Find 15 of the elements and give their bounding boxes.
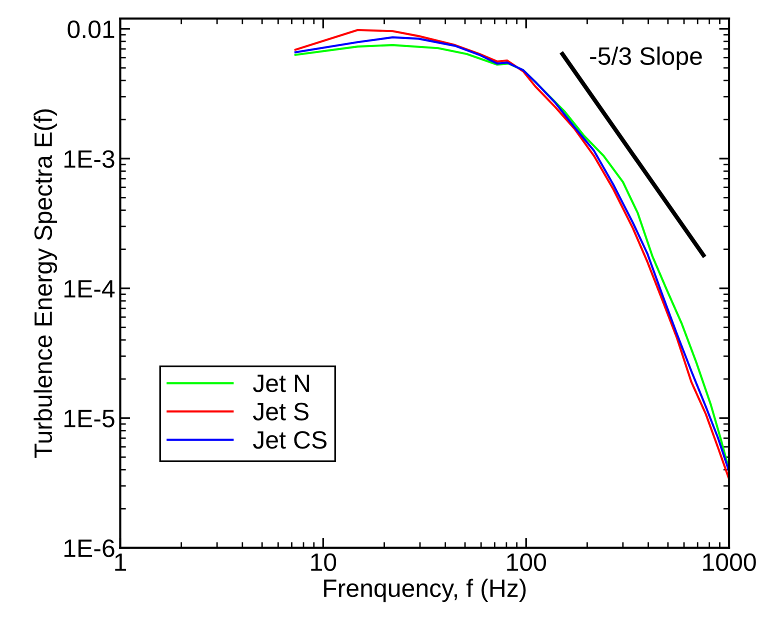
- annotation: -5/3 Slope: [590, 46, 702, 70]
- x-tick-label: 1: [115, 554, 126, 571]
- y-tick-label: 1E-6: [64, 539, 114, 558]
- x-tick-label: 1000: [703, 553, 756, 572]
- y-tick-label: 1E-5: [64, 410, 114, 428]
- y-tick-label: 1E-3: [64, 150, 114, 168]
- x-tick-label: 100: [507, 553, 546, 572]
- legend-label: Jet N: [253, 374, 309, 392]
- legend-label: Jet S: [253, 402, 308, 420]
- x-tick-label: 10: [311, 553, 336, 572]
- legend-label: Jet CS: [253, 431, 327, 449]
- y-tick-label: 1E-4: [64, 280, 115, 298]
- y-axis-title: Turbulence Energy Spectra E(f): [34, 109, 58, 458]
- x-axis-title: Frenquency, f (Hz): [324, 578, 526, 602]
- y-tick-label: 0.01: [68, 20, 114, 38]
